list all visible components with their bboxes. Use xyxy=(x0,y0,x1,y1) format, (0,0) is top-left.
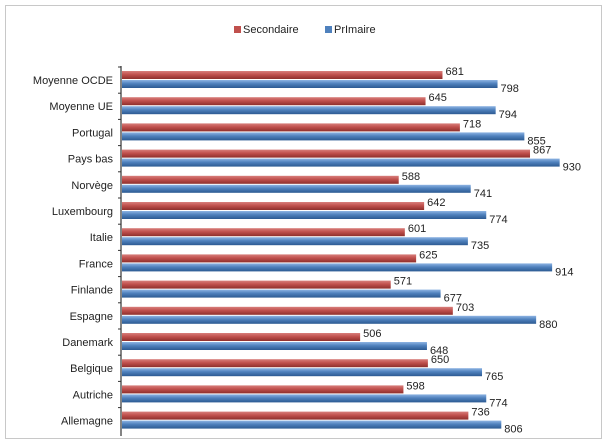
value-label-primaire-moyenne-ocde: 798 xyxy=(501,83,519,95)
value-label-primaire-finlande: 677 xyxy=(444,293,462,305)
value-label-secondaire-luxembourg: 642 xyxy=(427,197,445,209)
value-label-secondaire-espagne: 703 xyxy=(456,302,474,314)
bar-secondaire-italie xyxy=(122,228,405,237)
value-label-primaire-luxembourg: 774 xyxy=(489,214,507,226)
category-label-portugal: Portugal xyxy=(72,127,113,139)
bar-secondaire-portugal xyxy=(122,123,460,132)
category-label-norvege: Norvège xyxy=(71,180,113,192)
bar-primaire-allemagne xyxy=(122,420,502,429)
category-label-moyenne-ocde: Moyenne OCDE xyxy=(33,75,113,87)
bar-secondaire-france xyxy=(122,254,417,263)
value-label-secondaire-portugal: 718 xyxy=(463,118,481,130)
bar-primaire-moyenne-ocde xyxy=(122,80,498,88)
value-label-primaire-pays-bas: 930 xyxy=(563,162,581,174)
legend-swatch-secondaire xyxy=(234,26,241,33)
value-label-secondaire-moyenne-ue: 645 xyxy=(429,92,447,104)
value-label-primaire-moyenne-ue: 794 xyxy=(499,109,517,121)
value-label-secondaire-moyenne-ocde: 681 xyxy=(445,66,463,78)
category-label-autriche: Autriche xyxy=(73,389,113,401)
value-label-secondaire-france: 625 xyxy=(419,249,437,261)
value-label-secondaire-belgique: 650 xyxy=(431,354,449,366)
bar-primaire-portugal xyxy=(122,132,525,141)
value-label-secondaire-autriche: 598 xyxy=(406,380,424,392)
value-label-secondaire-finlande: 571 xyxy=(394,276,412,288)
category-label-allemagne: Allemagne xyxy=(61,416,113,428)
bar-primaire-danemark xyxy=(122,342,427,350)
value-label-primaire-danemark: 648 xyxy=(430,345,448,357)
category-label-france: France xyxy=(79,258,113,270)
value-label-primaire-france: 914 xyxy=(555,266,573,278)
category-label-danemark: Danemark xyxy=(62,337,113,349)
bar-secondaire-norvege xyxy=(122,175,399,184)
bar-secondaire-moyenne-ue xyxy=(122,97,426,106)
value-label-secondaire-pays-bas: 867 xyxy=(533,145,551,157)
bar-primaire-moyenne-ue xyxy=(122,106,496,115)
bar-primaire-norvege xyxy=(122,184,471,193)
category-label-finlande: Finlande xyxy=(71,285,113,297)
bar-secondaire-espagne xyxy=(122,306,453,315)
legend-label-secondaire: Secondaire xyxy=(243,24,299,36)
bar-primaire-pays-bas xyxy=(122,158,560,167)
bar-primaire-espagne xyxy=(122,315,537,324)
labels-group: Moyenne OCDE 681 798 Moyenne UE 645 794 Portug… xyxy=(33,66,581,436)
category-label-belgique: Belgique xyxy=(70,363,113,375)
value-label-primaire-portugal: 855 xyxy=(527,135,545,147)
bar-primaire-finlande xyxy=(122,289,441,298)
value-label-primaire-italie: 735 xyxy=(471,240,489,252)
bar-primaire-luxembourg xyxy=(122,211,487,219)
bar-secondaire-moyenne-ocde xyxy=(122,71,443,79)
bar-secondaire-autriche xyxy=(122,385,404,394)
value-label-primaire-espagne: 880 xyxy=(539,319,557,331)
value-label-primaire-belgique: 765 xyxy=(485,371,503,383)
bars-group xyxy=(118,66,560,429)
legend: Secondaire PrImaire xyxy=(234,24,376,36)
bar-primaire-france xyxy=(122,263,553,272)
bar-primaire-belgique xyxy=(122,368,483,377)
category-label-luxembourg: Luxembourg xyxy=(52,206,113,218)
bar-secondaire-pays-bas xyxy=(122,149,531,158)
category-label-moyenne-ue: Moyenne UE xyxy=(49,101,113,113)
value-label-secondaire-italie: 601 xyxy=(408,223,426,235)
value-label-secondaire-norvege: 588 xyxy=(402,171,420,183)
category-label-pays-bas: Pays bas xyxy=(68,154,114,166)
value-label-primaire-allemagne: 806 xyxy=(504,424,522,436)
bar-secondaire-luxembourg xyxy=(122,202,425,210)
bar-primaire-autriche xyxy=(122,394,487,403)
bar-secondaire-belgique xyxy=(122,359,428,368)
legend-swatch-primaire xyxy=(325,26,332,33)
bar-secondaire-finlande xyxy=(122,280,391,289)
value-label-primaire-norvege: 741 xyxy=(474,188,492,200)
bar-secondaire-danemark xyxy=(122,333,361,341)
bar-secondaire-allemagne xyxy=(122,411,469,420)
category-label-italie: Italie xyxy=(90,232,113,244)
value-label-secondaire-danemark: 506 xyxy=(363,328,381,340)
bar-primaire-italie xyxy=(122,237,468,246)
value-label-primaire-autriche: 774 xyxy=(489,397,507,409)
category-label-espagne: Espagne xyxy=(70,311,113,323)
legend-label-primaire: PrImaire xyxy=(334,24,376,36)
value-label-secondaire-allemagne: 736 xyxy=(471,407,489,419)
